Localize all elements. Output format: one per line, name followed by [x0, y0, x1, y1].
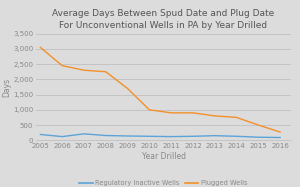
Y-axis label: Days: Days: [3, 77, 12, 96]
Title: Average Days Between Spud Date and Plug Date
For Unconventional Wells in PA by Y: Average Days Between Spud Date and Plug …: [52, 9, 274, 30]
Legend: Regulatory Inactive Wells, Plugged Wells: Regulatory Inactive Wells, Plugged Wells: [77, 178, 250, 187]
X-axis label: Year Drilled: Year Drilled: [142, 152, 185, 161]
